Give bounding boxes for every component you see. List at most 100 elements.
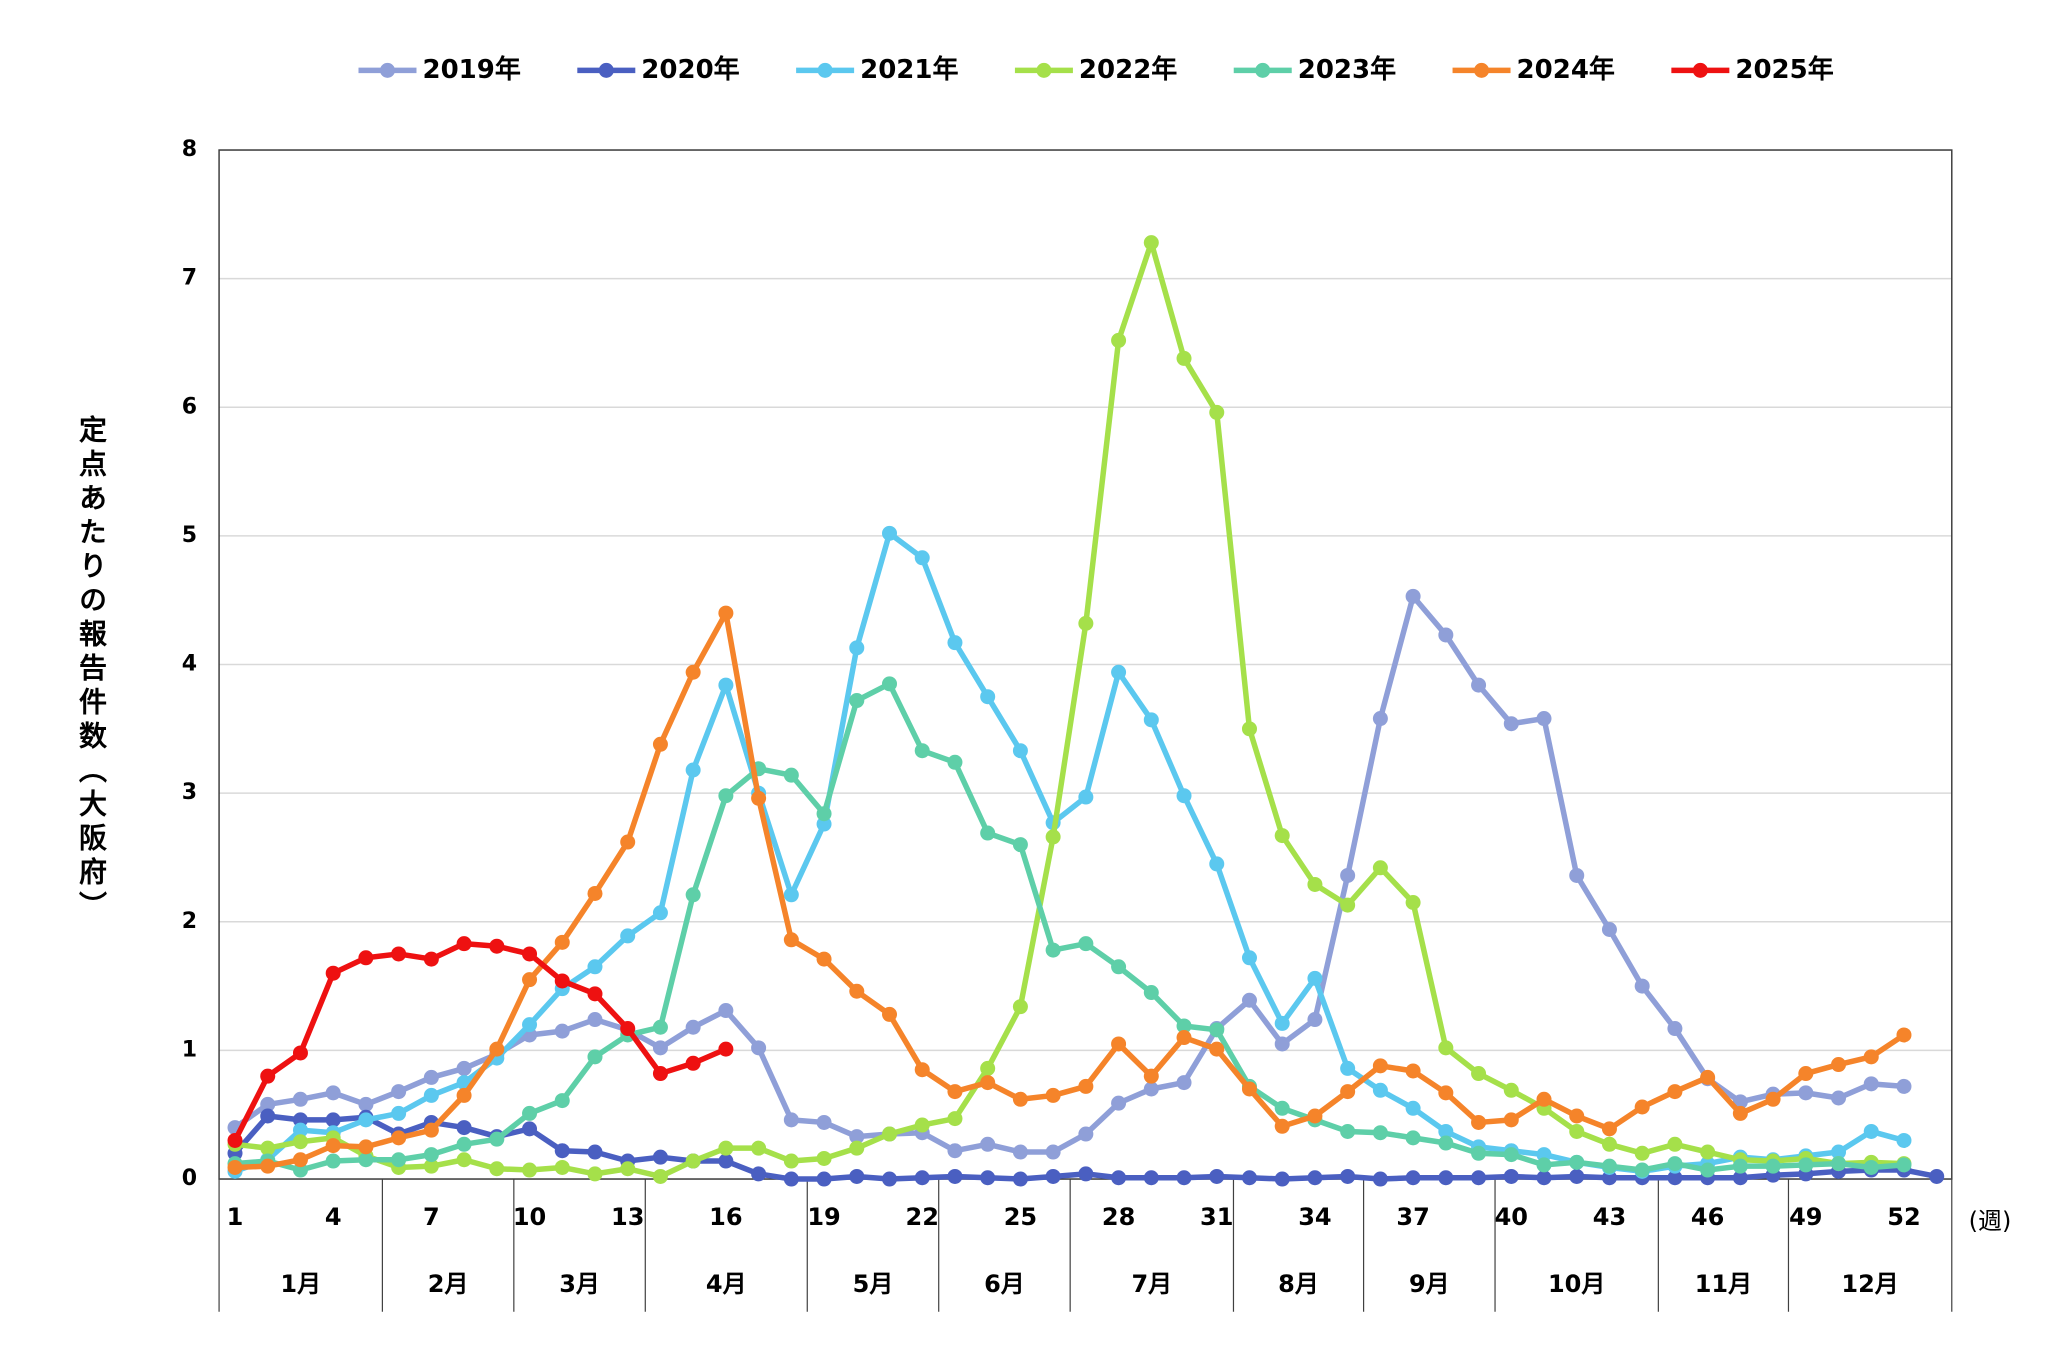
data-point	[718, 1153, 734, 1169]
x-tick-label: 7	[423, 1203, 440, 1231]
x-tick-label: 52	[1887, 1203, 1920, 1231]
data-point	[522, 972, 538, 988]
data-point	[1078, 1126, 1094, 1142]
data-point	[1896, 1157, 1912, 1173]
data-point	[1569, 1108, 1585, 1124]
month-label: 4月	[706, 1270, 747, 1298]
data-point	[292, 1091, 308, 1107]
data-point	[947, 1084, 963, 1100]
data-point	[1111, 664, 1127, 680]
data-point	[1176, 1030, 1192, 1046]
data-point	[620, 834, 636, 850]
data-point	[816, 951, 832, 967]
data-point	[1241, 721, 1257, 737]
legend-label: 2025年	[1735, 54, 1833, 85]
data-point	[685, 664, 701, 680]
y-tick-label: 3	[182, 780, 197, 805]
data-point	[980, 1136, 996, 1152]
data-point	[914, 743, 930, 759]
legend-marker	[1255, 62, 1271, 78]
data-point	[1209, 1041, 1225, 1057]
legend-marker	[1474, 62, 1490, 78]
data-point	[260, 1140, 276, 1156]
data-point	[1372, 1171, 1388, 1187]
data-point	[358, 1139, 374, 1155]
data-point	[1078, 789, 1094, 805]
data-point	[816, 1150, 832, 1166]
series-line	[232, 940, 727, 1142]
legend-label: 2021年	[860, 54, 958, 85]
data-point	[325, 965, 341, 981]
data-point	[980, 825, 996, 841]
x-tick-label: 28	[1102, 1203, 1135, 1231]
data-point	[1601, 1158, 1617, 1174]
data-point	[718, 605, 734, 621]
data-point	[783, 887, 799, 903]
legend-marker	[379, 62, 395, 78]
data-point	[1765, 1091, 1781, 1107]
legend-marker	[1692, 62, 1708, 78]
data-point	[652, 1149, 668, 1165]
data-point	[1536, 1157, 1552, 1173]
data-point	[718, 788, 734, 804]
data-point	[849, 640, 865, 656]
legend-marker	[598, 62, 614, 78]
data-point	[718, 1041, 734, 1057]
data-point	[1471, 1114, 1487, 1130]
data-point	[1209, 856, 1225, 872]
data-point	[652, 1066, 668, 1082]
data-point	[489, 938, 505, 954]
data-point	[325, 1138, 341, 1154]
data-point	[522, 946, 538, 962]
data-point	[1372, 711, 1388, 727]
data-point	[652, 736, 668, 752]
data-point	[522, 1017, 538, 1033]
data-point	[587, 1144, 603, 1160]
data-point	[1111, 959, 1127, 975]
data-point	[783, 1112, 799, 1128]
data-point	[423, 951, 439, 967]
data-point	[554, 934, 570, 950]
data-point	[1241, 1081, 1257, 1097]
data-point	[1700, 1162, 1716, 1178]
data-point	[882, 676, 898, 692]
data-point	[1209, 404, 1225, 420]
data-point	[1438, 1040, 1454, 1056]
data-point	[554, 1093, 570, 1109]
data-point	[1274, 1036, 1290, 1052]
data-point	[1601, 922, 1617, 938]
data-point	[882, 1126, 898, 1142]
data-point	[1700, 1144, 1716, 1160]
data-point	[947, 1168, 963, 1184]
data-point	[620, 928, 636, 944]
data-point	[1176, 1018, 1192, 1034]
data-point	[1176, 788, 1192, 804]
data-point	[751, 1140, 767, 1156]
data-point	[1601, 1170, 1617, 1186]
data-point	[391, 946, 407, 962]
data-point	[1536, 1091, 1552, 1107]
data-point	[1340, 1123, 1356, 1139]
data-point	[1896, 1132, 1912, 1148]
series-line	[234, 681, 1905, 1173]
data-point	[1143, 1068, 1159, 1084]
data-point	[783, 1171, 799, 1187]
y-tick-label: 4	[182, 652, 197, 677]
data-point	[391, 1105, 407, 1121]
data-point	[456, 1136, 472, 1152]
data-point	[1732, 1158, 1748, 1174]
data-point	[391, 1084, 407, 1100]
data-point	[1012, 1171, 1028, 1187]
data-point	[1732, 1105, 1748, 1121]
data-point	[1536, 711, 1552, 727]
x-tick-label: 10	[513, 1203, 546, 1231]
data-point	[1274, 1015, 1290, 1031]
legend-label: 2019年	[422, 54, 520, 85]
data-point	[980, 1075, 996, 1091]
data-point	[1078, 1166, 1094, 1182]
data-point	[456, 936, 472, 952]
y-tick-label: 2	[182, 909, 197, 934]
series-line	[234, 239, 1905, 1180]
data-point	[1405, 1063, 1421, 1079]
data-point	[1601, 1121, 1617, 1137]
